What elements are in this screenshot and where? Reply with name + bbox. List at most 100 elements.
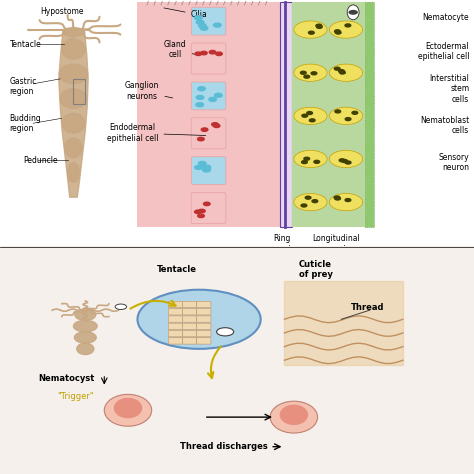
- Ellipse shape: [59, 64, 88, 84]
- Text: Peduncle: Peduncle: [24, 156, 58, 164]
- FancyBboxPatch shape: [197, 337, 211, 344]
- Circle shape: [336, 31, 341, 34]
- Circle shape: [294, 64, 327, 82]
- Circle shape: [201, 51, 207, 55]
- Circle shape: [307, 111, 312, 115]
- Ellipse shape: [62, 39, 85, 59]
- Circle shape: [302, 114, 308, 117]
- Ellipse shape: [63, 27, 84, 36]
- Circle shape: [196, 20, 204, 24]
- Ellipse shape: [75, 309, 96, 320]
- Circle shape: [314, 160, 319, 164]
- Circle shape: [213, 124, 220, 128]
- Text: Gastric
region: Gastric region: [9, 77, 37, 96]
- Text: Interstitial
stem
cells: Interstitial stem cells: [429, 74, 469, 104]
- Circle shape: [329, 64, 363, 82]
- Circle shape: [329, 193, 363, 211]
- Circle shape: [309, 31, 314, 34]
- Circle shape: [198, 214, 204, 218]
- Circle shape: [304, 75, 310, 78]
- Circle shape: [334, 196, 340, 199]
- FancyBboxPatch shape: [197, 330, 211, 337]
- FancyBboxPatch shape: [182, 316, 197, 322]
- Circle shape: [310, 119, 315, 122]
- Circle shape: [294, 21, 327, 38]
- Ellipse shape: [60, 89, 87, 109]
- Text: Nematocyte: Nematocyte: [423, 13, 469, 22]
- Circle shape: [301, 204, 307, 207]
- Circle shape: [202, 168, 210, 172]
- FancyArrowPatch shape: [208, 346, 221, 378]
- FancyBboxPatch shape: [191, 43, 226, 74]
- Text: Thread discharges: Thread discharges: [180, 442, 268, 451]
- Text: Ectodermal
epithelial cell: Ectodermal epithelial cell: [418, 42, 469, 62]
- Bar: [280, 2, 292, 227]
- Ellipse shape: [73, 320, 97, 332]
- Circle shape: [212, 123, 219, 126]
- Circle shape: [213, 23, 221, 27]
- Text: Nematoblast
cells: Nematoblast cells: [420, 116, 469, 136]
- Ellipse shape: [280, 405, 308, 425]
- Circle shape: [345, 161, 351, 164]
- Circle shape: [304, 157, 310, 160]
- Circle shape: [196, 95, 204, 100]
- Text: Ganglion
neurons: Ganglion neurons: [125, 82, 173, 101]
- FancyBboxPatch shape: [182, 323, 197, 329]
- FancyBboxPatch shape: [197, 309, 211, 315]
- Circle shape: [305, 196, 311, 199]
- Text: Cilia: Cilia: [164, 8, 208, 19]
- Circle shape: [198, 87, 205, 91]
- Circle shape: [215, 93, 222, 97]
- FancyBboxPatch shape: [168, 337, 182, 344]
- Ellipse shape: [65, 138, 82, 158]
- FancyBboxPatch shape: [191, 7, 226, 35]
- Polygon shape: [284, 281, 403, 365]
- Circle shape: [312, 200, 318, 202]
- Circle shape: [216, 52, 222, 55]
- Circle shape: [199, 24, 206, 27]
- FancyBboxPatch shape: [182, 330, 197, 337]
- Ellipse shape: [270, 401, 318, 433]
- Circle shape: [335, 110, 341, 113]
- Bar: [73, 79, 85, 103]
- FancyBboxPatch shape: [168, 309, 182, 315]
- Circle shape: [311, 72, 317, 75]
- Circle shape: [196, 103, 203, 107]
- Text: Budding
region: Budding region: [9, 114, 41, 133]
- FancyBboxPatch shape: [182, 309, 197, 315]
- Bar: [137, 2, 280, 227]
- Circle shape: [329, 107, 363, 125]
- Circle shape: [342, 160, 347, 163]
- Text: Endodermal
epithelial cell: Endodermal epithelial cell: [107, 123, 206, 143]
- FancyBboxPatch shape: [197, 301, 211, 308]
- Circle shape: [345, 118, 351, 120]
- Circle shape: [335, 30, 340, 33]
- Circle shape: [294, 150, 327, 168]
- Circle shape: [209, 98, 217, 101]
- Circle shape: [194, 16, 202, 20]
- Polygon shape: [0, 246, 474, 474]
- FancyBboxPatch shape: [191, 192, 226, 224]
- Circle shape: [203, 165, 210, 169]
- Circle shape: [345, 24, 351, 27]
- FancyBboxPatch shape: [191, 82, 226, 110]
- Circle shape: [294, 107, 327, 125]
- Circle shape: [195, 210, 201, 214]
- FancyBboxPatch shape: [168, 323, 182, 329]
- Ellipse shape: [74, 332, 96, 343]
- Circle shape: [217, 328, 234, 336]
- Polygon shape: [59, 29, 88, 197]
- Text: "Trigger": "Trigger": [57, 392, 93, 401]
- Circle shape: [334, 67, 340, 70]
- Text: Longitudinal
muscle: Longitudinal muscle: [313, 234, 360, 254]
- Text: Ring
muscle: Ring muscle: [268, 234, 296, 254]
- Circle shape: [198, 137, 204, 141]
- Circle shape: [199, 162, 206, 165]
- FancyBboxPatch shape: [191, 118, 226, 149]
- Text: Sensory
neuron: Sensory neuron: [438, 153, 469, 173]
- Circle shape: [203, 202, 210, 206]
- Circle shape: [301, 161, 307, 164]
- Circle shape: [199, 210, 205, 213]
- Text: Tentacle: Tentacle: [9, 40, 41, 49]
- Bar: [292, 2, 374, 227]
